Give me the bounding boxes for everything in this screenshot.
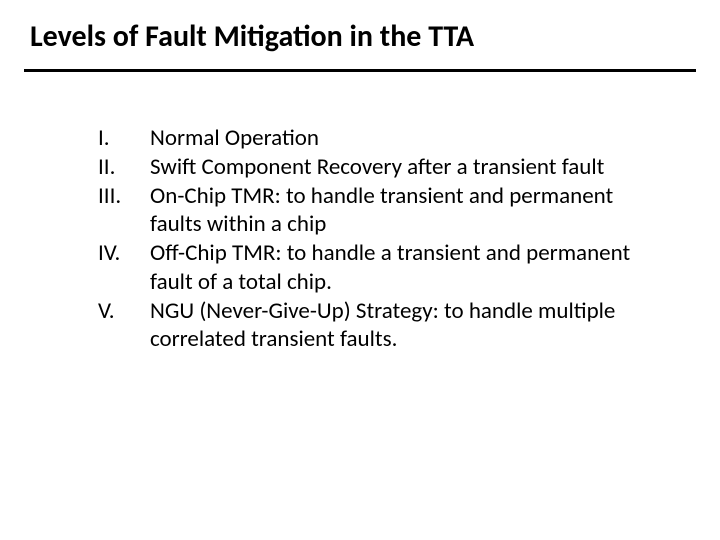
- slide-container: Levels of Fault Mitigation in the TTA I.…: [0, 0, 720, 540]
- list-text: NGU (Never-Give-Up) Strategy: to handle …: [150, 297, 636, 355]
- ordered-list: I. Normal Operation II. Swift Component …: [24, 124, 696, 354]
- list-item: IV. Off-Chip TMR: to handle a transient …: [98, 239, 636, 297]
- list-item: I. Normal Operation: [98, 124, 636, 153]
- list-numeral: IV.: [98, 239, 150, 297]
- slide-title: Levels of Fault Mitigation in the TTA: [24, 18, 696, 63]
- list-numeral: I.: [98, 124, 150, 153]
- list-text: Normal Operation: [150, 124, 636, 153]
- list-item: III. On-Chip TMR: to handle transient an…: [98, 182, 636, 240]
- list-numeral: II.: [98, 153, 150, 182]
- list-text: Swift Component Recovery after a transie…: [150, 153, 636, 182]
- list-item: II. Swift Component Recovery after a tra…: [98, 153, 636, 182]
- list-numeral: V.: [98, 297, 150, 355]
- list-text: On-Chip TMR: to handle transient and per…: [150, 182, 636, 240]
- list-text: Off-Chip TMR: to handle a transient and …: [150, 239, 636, 297]
- list-numeral: III.: [98, 182, 150, 240]
- title-underline: [24, 69, 696, 72]
- list-item: V. NGU (Never-Give-Up) Strategy: to hand…: [98, 297, 636, 355]
